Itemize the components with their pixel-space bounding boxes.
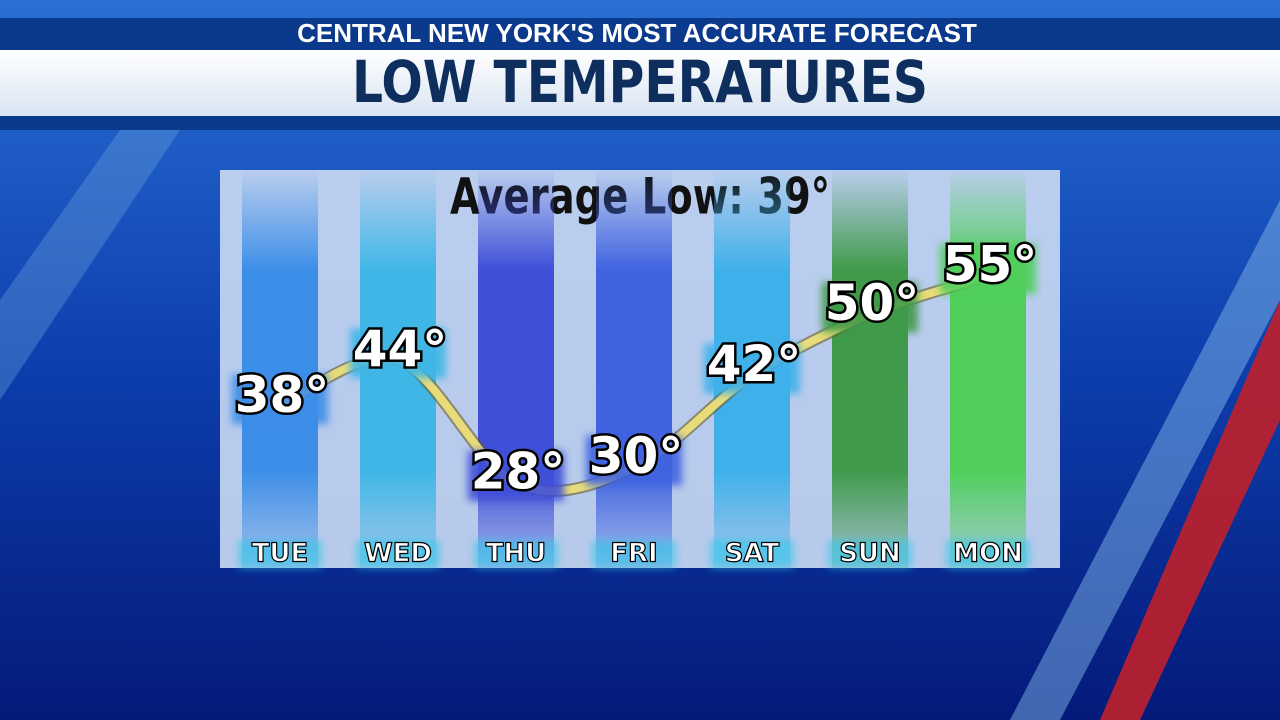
label-glow bbox=[468, 451, 564, 501]
data-label: 55° bbox=[943, 236, 1038, 294]
day-column bbox=[832, 170, 908, 568]
label-glow bbox=[586, 435, 682, 486]
chart-subtitle: LOW TEMPERATURES bbox=[352, 48, 928, 116]
x-tick-label: TUE bbox=[252, 539, 309, 569]
data-label: 50° bbox=[825, 274, 920, 332]
day-label-glow bbox=[592, 540, 676, 568]
decor-stripe bbox=[0, 130, 180, 400]
decor-stripe bbox=[1010, 200, 1280, 720]
band-edge bbox=[0, 116, 1280, 130]
day-column bbox=[478, 170, 554, 568]
day-label-glow bbox=[356, 540, 440, 568]
label-glow bbox=[822, 282, 918, 333]
decor-stripe bbox=[1100, 300, 1280, 720]
title-band bbox=[0, 18, 1280, 50]
day-column bbox=[950, 170, 1026, 568]
chart-title: CENTRAL NEW YORK'S MOST ACCURATE FORECAS… bbox=[297, 18, 977, 48]
day-label-glow bbox=[238, 540, 322, 568]
day-label-glow bbox=[710, 540, 794, 568]
label-glow bbox=[350, 328, 446, 379]
x-tick-label: FRI bbox=[610, 539, 657, 569]
x-tick-label: THU bbox=[486, 539, 547, 569]
day-column bbox=[596, 170, 672, 568]
x-tick-label: SAT bbox=[725, 539, 780, 569]
data-label: 38° bbox=[235, 366, 330, 424]
day-column bbox=[242, 170, 318, 568]
label-glow bbox=[232, 374, 328, 425]
subtitle-band bbox=[0, 50, 1280, 116]
data-label: 30° bbox=[589, 427, 684, 485]
label-glow bbox=[704, 343, 800, 394]
label-glow bbox=[940, 244, 1036, 294]
x-tick-label: SUN bbox=[839, 539, 901, 569]
data-label: 28° bbox=[471, 443, 566, 501]
plot: TUE WED THU FRI SAT SUN MON 38° 44° 28° 30° 42° 50° 5… bbox=[232, 233, 1040, 569]
data-label: 44° bbox=[353, 320, 448, 378]
day-label-glow bbox=[828, 540, 912, 568]
x-tick-label: MON bbox=[953, 539, 1023, 569]
x-tick-label: WED bbox=[364, 539, 432, 569]
data-label: 42° bbox=[707, 335, 802, 393]
day-label-glow bbox=[946, 540, 1030, 568]
day-label-glow bbox=[474, 540, 558, 568]
